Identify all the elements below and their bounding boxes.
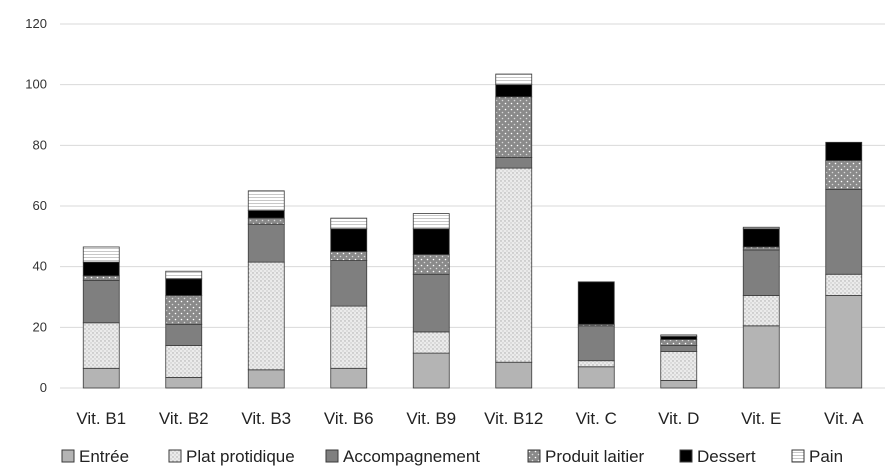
bar-segment [495,157,533,169]
bar-segment [165,345,203,378]
bar-segment [247,369,285,389]
bar-segment [165,278,203,296]
legend-label: Plat protidique [186,447,295,466]
bar-segment [330,260,368,307]
bar-segment [742,246,780,251]
bar-segment [495,167,533,363]
bar-segment [825,273,863,296]
bar-segment [660,351,698,381]
y-tick-label: 100 [25,77,47,92]
bar-segment [412,352,450,389]
legend-swatch [168,449,182,463]
bar-segment [247,190,285,211]
x-tick-label: Vit. B3 [241,409,291,428]
bar-segment [660,380,698,389]
legend-label: Produit laitier [545,447,645,466]
bar-segment [412,331,450,354]
bar-segment [825,141,863,161]
bar-segment [825,160,863,190]
legend-swatch [791,449,805,463]
bar-segment [82,261,120,277]
bar-segment [165,376,203,389]
bar-segment [247,217,285,225]
x-tick-label: Vit. D [658,409,699,428]
bar-segment [165,295,203,325]
y-tick-label: 20 [33,319,47,334]
bars [82,73,863,389]
legend-swatch [527,449,541,463]
bar-segment [660,336,698,340]
bar-segment [82,275,120,281]
legend-label: Entrée [79,447,129,466]
bar-segment [742,228,780,248]
bar-segment [577,281,615,325]
legend-swatch [61,449,75,463]
bar-segment [660,345,698,352]
x-axis-labels: Vit. B1 Vit. B2 Vit. B3 Vit. B6 Vit. B9 Vit. … [76,409,864,428]
bar-segment [330,217,368,230]
bar-segment [165,323,203,346]
bar-segment [247,223,285,263]
bar-segment [330,305,368,369]
bar-segment [82,279,120,324]
bar-segment [577,360,615,368]
legend-label: Dessert [697,447,756,466]
x-tick-label: Vit. B6 [324,409,374,428]
y-tick-label: 60 [33,198,47,213]
y-tick-label: 40 [33,259,47,274]
bar-segment [495,73,533,86]
y-tick-label: 0 [40,380,47,395]
bar-segment [330,367,368,389]
y-axis-ticks: 0 20 40 60 80 100 120 [25,16,47,395]
bar-segment [82,322,120,369]
bar-segment [742,295,780,327]
bar-segment [82,367,120,389]
y-tick-label: 80 [33,137,47,152]
bar-segment [412,273,450,333]
bar-segment [247,261,285,371]
y-tick-label: 120 [25,16,47,31]
bar-segment [330,228,368,252]
bar-segment [742,249,780,296]
bar-segment [660,339,698,346]
legend-swatch [325,449,339,463]
bar-segment [82,246,120,263]
x-tick-label: Vit. B12 [484,409,543,428]
bar-segment [577,325,615,362]
bar-segment [412,213,450,230]
x-tick-label: Vit. B9 [406,409,456,428]
legend-label: Accompagnement [343,447,480,466]
bar-segment [247,210,285,219]
bar-segment [330,251,368,262]
bar-segment [495,84,533,98]
bar-segment [825,295,863,389]
bar-segment [412,254,450,275]
x-tick-label: Vit. B2 [159,409,209,428]
bar-segment [495,96,533,158]
bar-segment [742,226,780,230]
bar-segment [495,361,533,389]
x-tick-label: Vit. E [741,409,781,428]
legend-label: Pain [809,447,843,466]
bar-segment [660,334,698,337]
legend: Entrée Plat protidique Accompagnement Produ… [61,447,843,466]
bar-segment [577,366,615,389]
x-tick-label: Vit. A [824,409,864,428]
legend-swatch [679,449,693,463]
bar-segment [825,188,863,275]
bar-segment [412,228,450,255]
bar-segment [742,325,780,389]
bar-segment [165,270,203,280]
x-tick-label: Vit. C [576,409,617,428]
x-tick-label: Vit. B1 [76,409,126,428]
